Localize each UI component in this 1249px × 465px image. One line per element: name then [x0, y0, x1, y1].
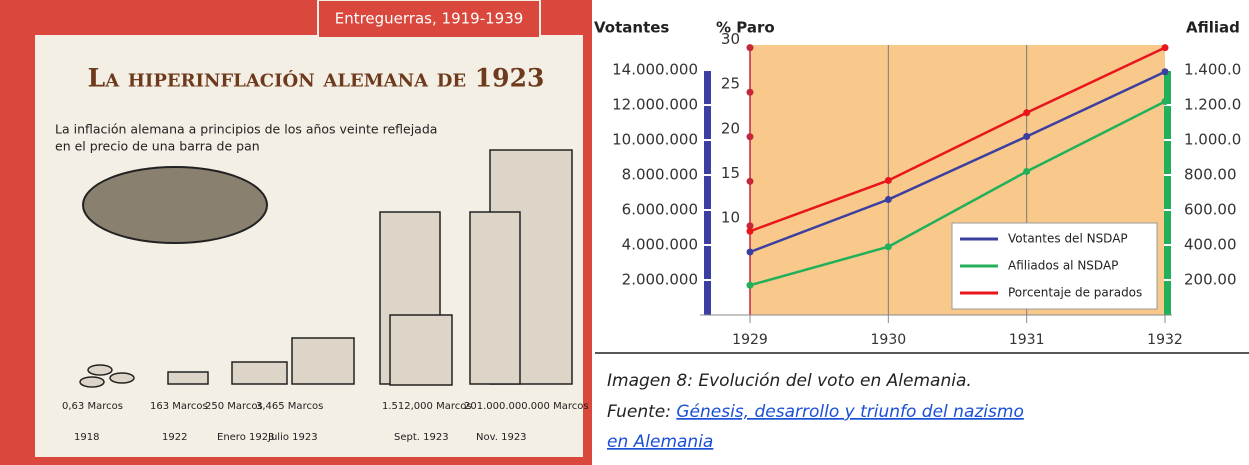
y3-tick: [747, 178, 754, 185]
y2-tick-label: 1.000.0: [1184, 131, 1241, 149]
y3-tick: [747, 44, 754, 51]
x-tick-label: 1931: [1009, 332, 1045, 348]
item-date: Nov. 1923: [476, 432, 527, 443]
point: [1023, 133, 1030, 140]
y3-tick-label: 20: [721, 119, 740, 137]
point: [885, 243, 892, 250]
y2-axis-bar: [1164, 70, 1171, 315]
item-date: Enero 1923: [217, 432, 274, 443]
y2-tick-label: 400.00: [1184, 236, 1237, 254]
y2-tick-label: 600.00: [1184, 201, 1237, 219]
legend-label: Votantes del NSDAP: [1008, 232, 1128, 246]
y3-tick-label: 15: [721, 164, 740, 182]
source-label: Fuente:: [607, 402, 676, 422]
point: [747, 249, 754, 256]
y3-tick: [747, 133, 754, 140]
source-link[interactable]: Génesis, desarrollo y triunfo del nazism…: [676, 402, 1023, 422]
y3-axis-title: % Paro: [716, 19, 775, 37]
caption-source: Fuente: Génesis, desarrollo y triunfo de…: [607, 402, 1024, 422]
source-link[interactable]: en Alemania: [607, 432, 713, 452]
y-tick-label: 4.000.000: [622, 236, 698, 254]
point: [1162, 44, 1169, 51]
legend-label: Porcentaje de parados: [1008, 286, 1142, 300]
item-amount: 250 Marcos: [205, 401, 263, 412]
y-tick-label: 2.000.000: [622, 271, 698, 289]
x-tick-label: 1932: [1147, 332, 1183, 348]
point: [885, 196, 892, 203]
y2-tick-label: 1.200.0: [1184, 96, 1241, 114]
legend-label: Afiliados al NSDAP: [1008, 259, 1118, 273]
x-tick-label: 1930: [871, 332, 907, 348]
banner: Entreguerras, 1919-1939: [335, 10, 524, 28]
y-tick-label: 14.000.000: [612, 61, 698, 79]
y3-tick-label: 25: [721, 75, 740, 93]
illustration-title: La hiperinflación alemana de 1923: [88, 64, 545, 93]
y-axis-bar: [704, 70, 711, 315]
line-chart: 2.000.000 4.000.000 6.000.000 8.000.000 10.0…: [594, 19, 1241, 349]
point: [1162, 68, 1169, 75]
item-amount: 1.512,000 Marcos: [382, 401, 472, 412]
item-date: 1918: [74, 432, 99, 443]
screenshot: Entreguerras, 1919-1939 La hiperinflació…: [0, 0, 1249, 465]
y-tick-label: 8.000.000: [622, 166, 698, 184]
y-tick-label: 6.000.000: [622, 201, 698, 219]
caption: Imagen 8: Evolución del voto en Alemania…: [607, 371, 972, 391]
y2-tick-label: 1.400.0: [1184, 61, 1241, 79]
y3-tick-label: 10: [721, 208, 740, 226]
y-axis-title: Votantes: [594, 19, 669, 37]
y2-tick-label: 800.00: [1184, 166, 1237, 184]
item-amount: 201.000.000.000 Marcos: [464, 401, 589, 412]
item-date: Julio 1923: [267, 432, 318, 443]
item-amount: 0,63 Marcos: [62, 401, 123, 412]
item-amount: 163 Marcos: [150, 401, 208, 412]
y3-tick: [747, 89, 754, 96]
subtitle: en el precio de una barra de pan: [55, 139, 260, 154]
point: [1162, 98, 1169, 105]
item-amount: 3,465 Marcos: [256, 401, 323, 412]
point: [747, 228, 754, 235]
item-date: Sept. 1923: [394, 432, 449, 443]
page: Entreguerras, 1919-1939 La hiperinflació…: [0, 0, 1249, 465]
y2-tick-label: 200.00: [1184, 271, 1237, 289]
point: [1023, 168, 1030, 175]
y2-axis-title: Afiliad: [1186, 19, 1240, 37]
bread: [83, 167, 267, 243]
point: [1023, 109, 1030, 116]
point: [747, 282, 754, 289]
item-date: 1922: [162, 432, 187, 443]
x-tick-label: 1929: [732, 332, 768, 348]
point: [885, 177, 892, 184]
y-tick-label: 10.000.000: [612, 131, 698, 149]
y-tick-label: 12.000.000: [612, 96, 698, 114]
subtitle: La inflación alemana a principios de los…: [55, 122, 437, 137]
